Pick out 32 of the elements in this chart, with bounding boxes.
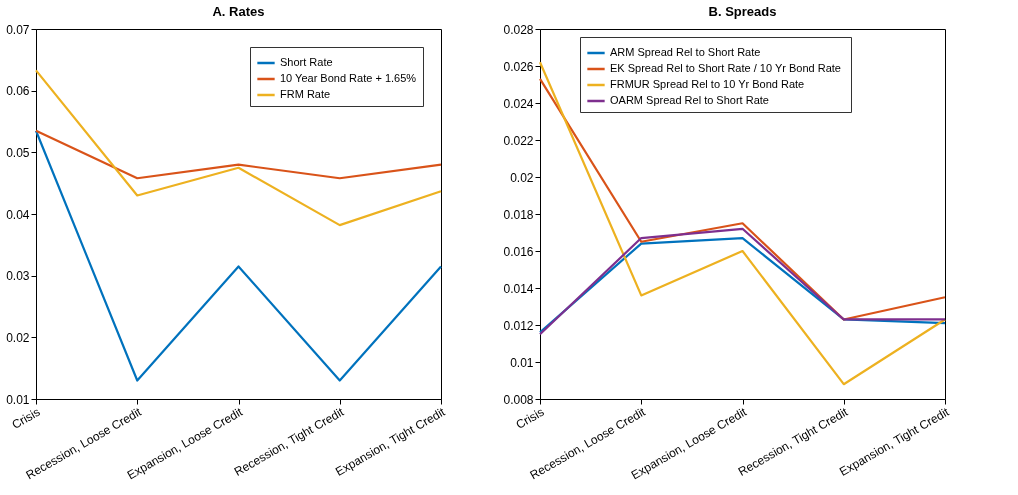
y-tick-label: 0.05 xyxy=(6,145,30,160)
y-tick-label: 0.018 xyxy=(503,207,534,222)
y-tick-label: 0.016 xyxy=(503,244,534,259)
legend-label: ARM Spread Rel to Short Rate xyxy=(610,46,761,58)
legend-label: OARM Spread Rel to Short Rate xyxy=(610,94,769,106)
legend-label: 10 Year Bond Rate + 1.65% xyxy=(280,72,417,84)
y-tick-label: 0.008 xyxy=(503,392,534,407)
chart-title: B. Spreads xyxy=(708,4,777,19)
line-series xyxy=(34,69,443,227)
y-tick-label: 0.014 xyxy=(503,281,534,296)
x-tick-label: Crisis xyxy=(9,404,43,432)
line-series xyxy=(538,77,947,321)
legend-label: FRM Rate xyxy=(280,88,331,100)
y-tick-label: 0.02 xyxy=(510,170,534,185)
y-tick-label: 0.02 xyxy=(6,330,30,345)
x-tick-label: Crisis xyxy=(513,404,547,432)
y-tick-label: 0.026 xyxy=(503,59,534,74)
y-tick-label: 0.06 xyxy=(6,84,30,99)
y-tick-label: 0.024 xyxy=(503,96,534,111)
legend-label: FRMUR Spread Rel to 10 Yr Bond Rate xyxy=(610,78,805,90)
y-tick-label: 0.04 xyxy=(6,207,30,222)
y-tick-label: 0.012 xyxy=(503,318,534,333)
line-series xyxy=(538,61,947,386)
y-tick-label: 0.028 xyxy=(503,22,534,37)
y-tick-label: 0.03 xyxy=(6,269,30,284)
y-tick-label: 0.01 xyxy=(6,392,30,407)
y-tick-label: 0.022 xyxy=(503,133,534,148)
y-tick-label: 0.07 xyxy=(6,22,30,37)
y-tick-label: 0.01 xyxy=(510,355,534,370)
legend-label: Short Rate xyxy=(280,56,333,68)
legend-label: EK Spread Rel to Short Rate / 10 Yr Bond Rate xyxy=(610,62,841,74)
chart-title: A. Rates xyxy=(212,4,265,19)
